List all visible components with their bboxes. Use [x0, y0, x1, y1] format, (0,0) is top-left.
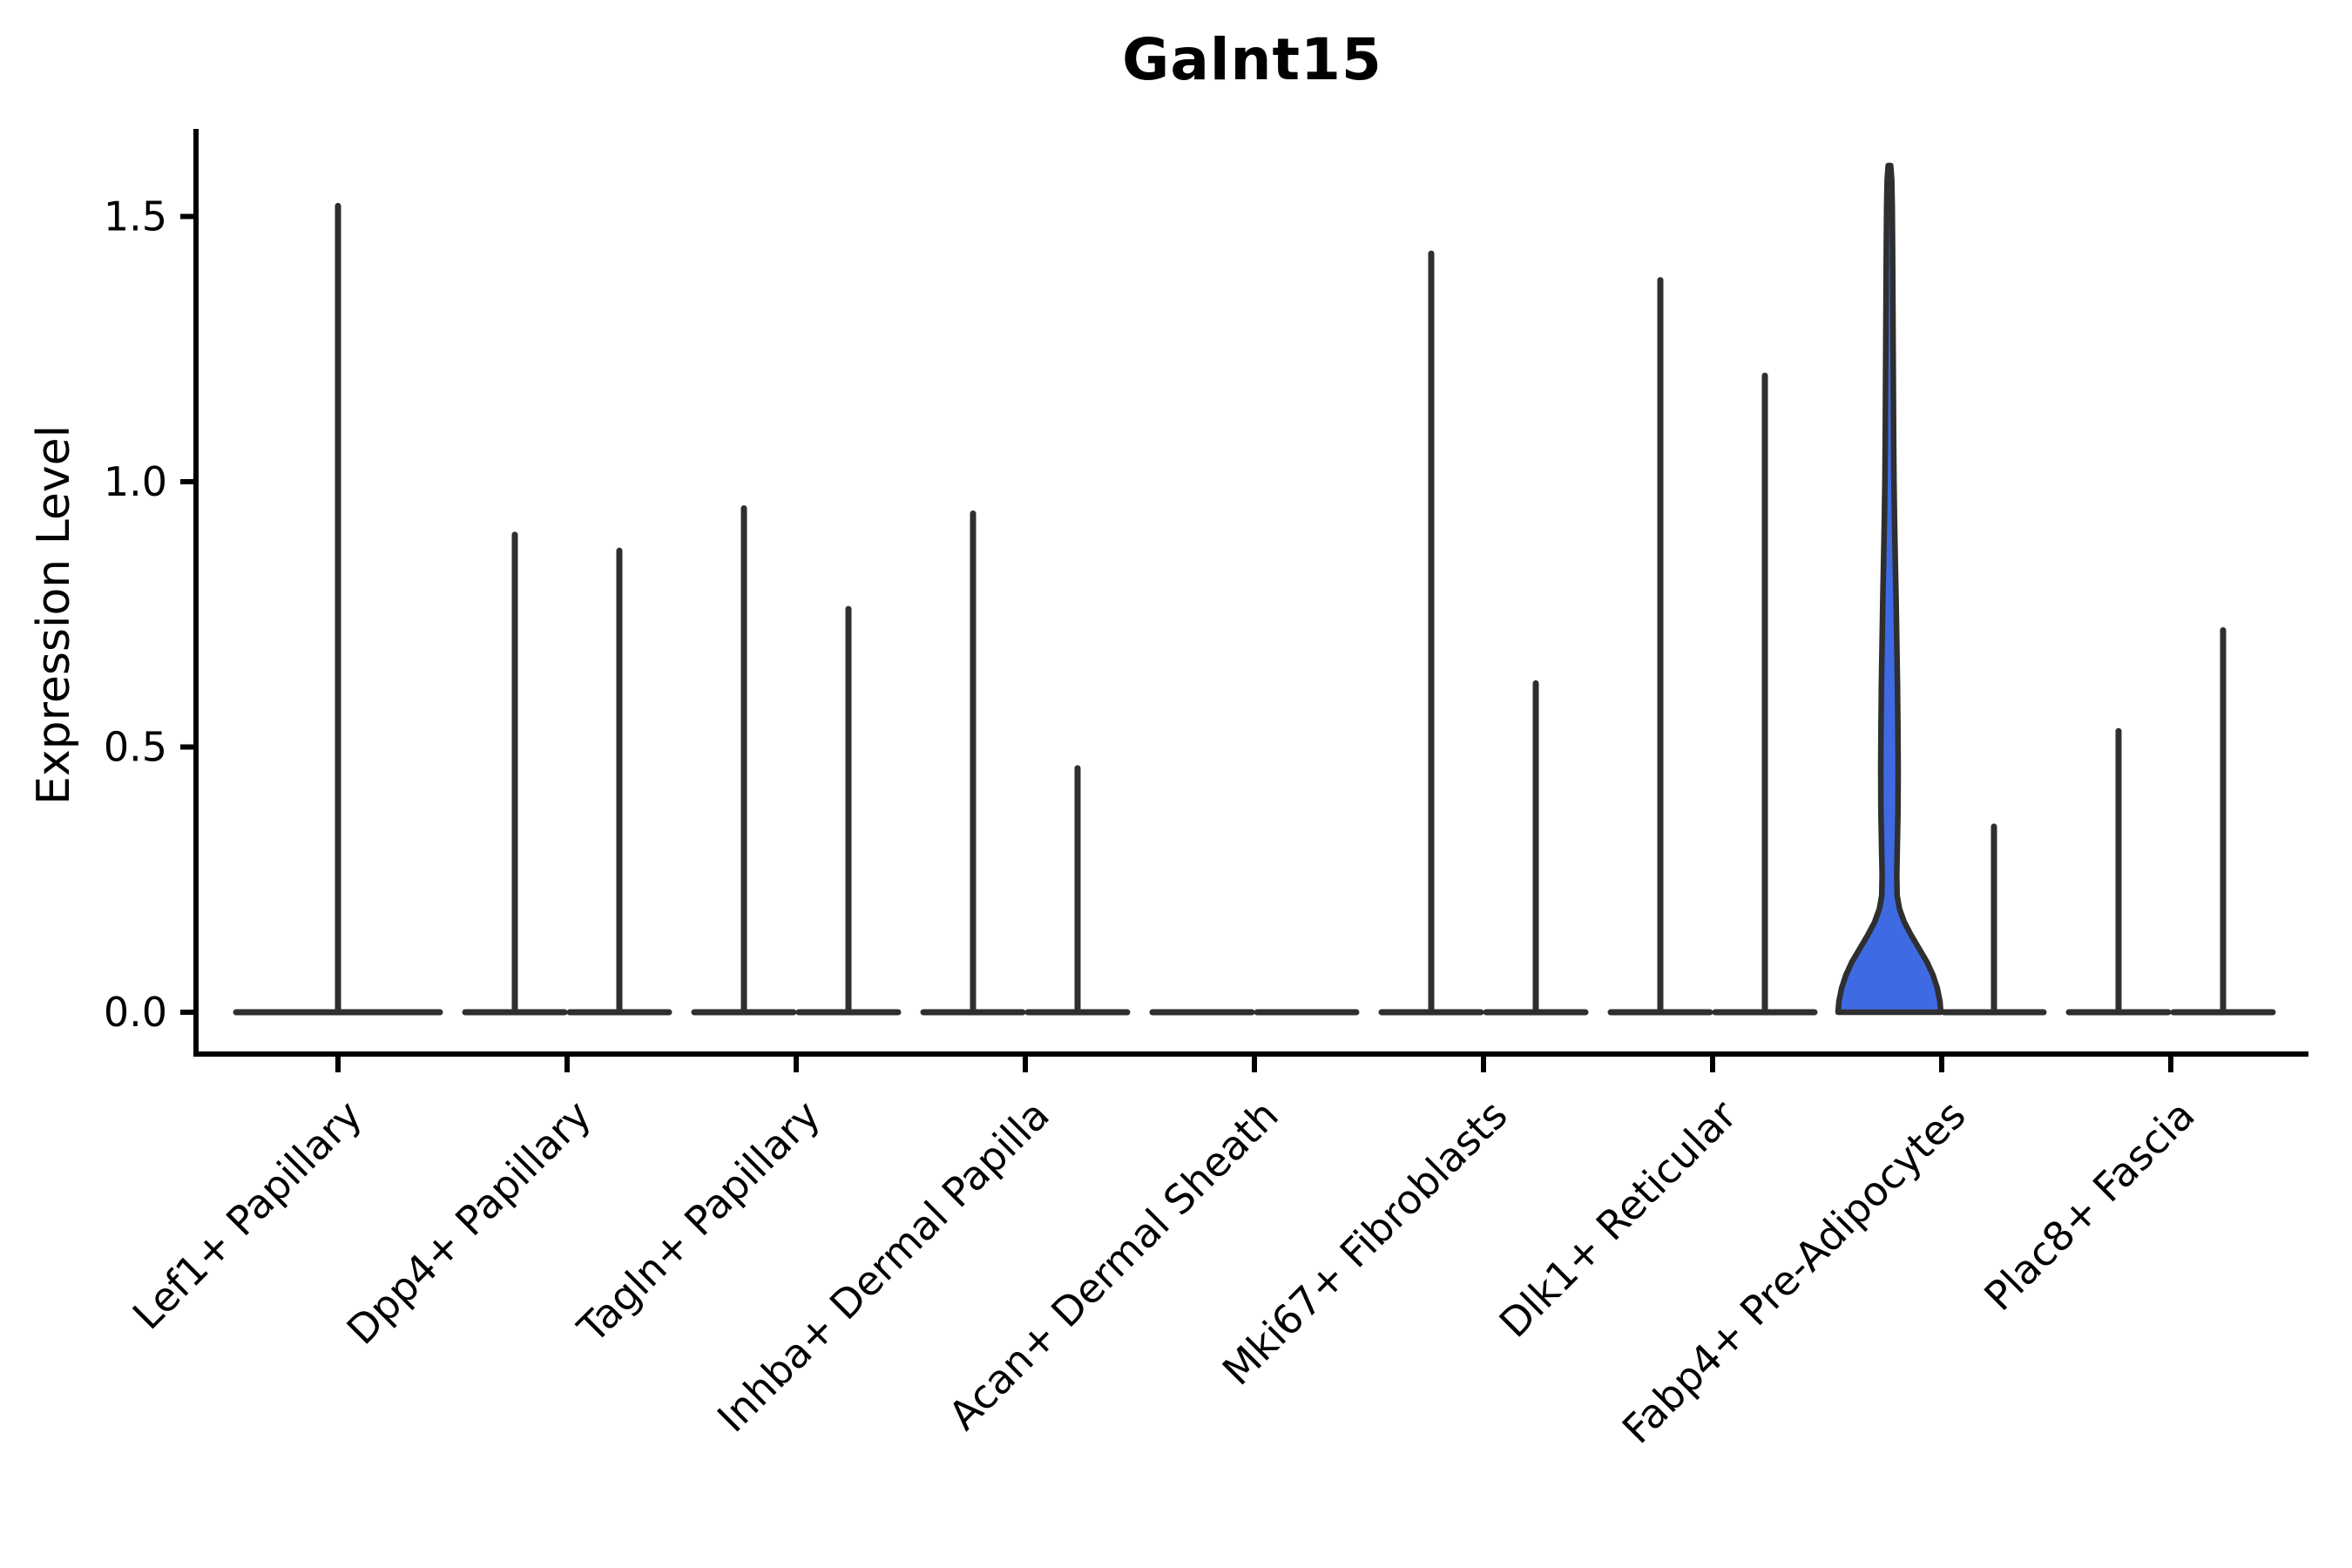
x-tick-label: Plac8+ Fascia — [1975, 1092, 2203, 1320]
y-tick-label: 0.5 — [104, 724, 167, 771]
y-tick-label: 1.0 — [104, 458, 167, 505]
x-tick-label: Dlk1+ Reticular — [1490, 1092, 1746, 1347]
x-tick-label: Dpp4+ Papillary — [338, 1092, 600, 1354]
y-tick-label: 0.0 — [104, 989, 167, 1036]
x-tick-label: Lef1+ Papillary — [124, 1092, 371, 1339]
chart-title: Galnt15 — [1122, 26, 1382, 93]
violin-filled — [1835, 162, 1944, 1016]
y-tick-label: 1.5 — [104, 193, 167, 240]
x-tick-label: Tagln+ Papillary — [568, 1092, 829, 1353]
